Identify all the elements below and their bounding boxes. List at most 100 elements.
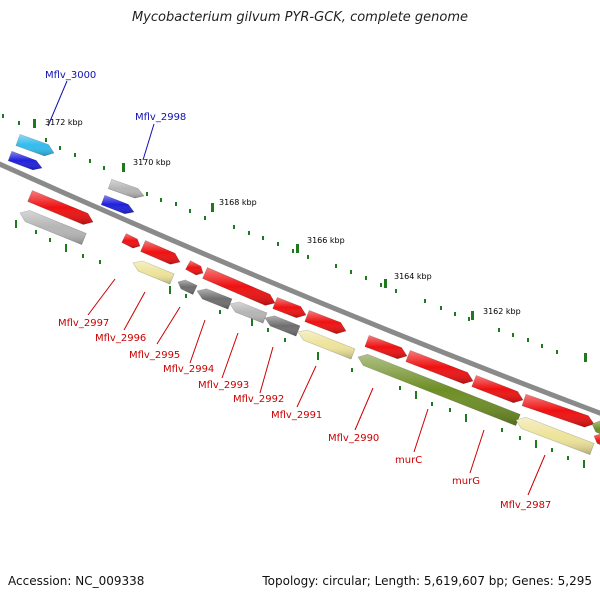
- gene-label-mflv-2995: Mflv_2995: [129, 350, 180, 361]
- bottom-tick: [267, 328, 269, 332]
- callout-line-reverse: [296, 365, 317, 408]
- gene-arrow-red-shade: [202, 267, 275, 306]
- labels: 3172 kbp 3170 kbp 3168 kbp 3166 kbp 3164 kbp…: [45, 70, 551, 511]
- callout-line-forward: [142, 123, 155, 161]
- backbone: [0, 161, 600, 416]
- bottom-tick: [415, 391, 417, 399]
- bottom-tick: [251, 318, 253, 326]
- scale-tick: [2, 114, 4, 118]
- scale-tick: [380, 283, 382, 287]
- backbone-track: [0, 161, 600, 416]
- scale-tick: [45, 138, 47, 142]
- scale-tick: [18, 121, 20, 125]
- scale-label: 3170 kbp: [133, 158, 171, 167]
- bottom-tick: [317, 352, 319, 360]
- scale-tick: [395, 289, 397, 293]
- scale-tick: [89, 159, 91, 163]
- callout-line-reverse: [221, 332, 239, 379]
- gene-label-mflv-2997: Mflv_2997: [58, 318, 109, 329]
- gene-arrow-blue-shade: [101, 195, 134, 214]
- map-title: Mycobacterium gilvum PYR-GCK, complete g…: [131, 10, 469, 25]
- gene-label-mflv-2992: Mflv_2992: [233, 394, 284, 405]
- scale-tick-major: [584, 353, 587, 362]
- gene-arrow-khaki-shade: [298, 329, 355, 360]
- scale-tick: [262, 236, 264, 240]
- gene-label-mflv-2994: Mflv_2994: [163, 364, 214, 375]
- scale-tick: [146, 192, 148, 196]
- gene-arrow-olive-shade: [592, 420, 600, 434]
- callouts: [47, 80, 546, 496]
- scale-tick: [160, 198, 162, 202]
- gene-arrow-red-shade: [364, 335, 407, 359]
- gene-arrow-khaki-shade: [133, 260, 175, 285]
- scale-tick: [335, 264, 337, 268]
- scale-tick: [204, 216, 206, 220]
- gene-label-mflv-2991: Mflv_2991: [271, 410, 322, 421]
- scale-tick: [468, 317, 470, 321]
- scale-label: 3166 kbp: [307, 236, 345, 245]
- scale-tick: [189, 209, 191, 213]
- bottom-tick: [351, 368, 353, 372]
- callout-line-reverse: [413, 408, 429, 453]
- scale-tick: [424, 299, 426, 303]
- scale-tick: [277, 242, 279, 246]
- gene-arrow-red-shade: [304, 310, 346, 334]
- bottom-tick: [185, 294, 187, 298]
- scale-tick: [498, 328, 500, 332]
- scale-tick: [248, 231, 250, 235]
- bottom-tick: [449, 408, 451, 412]
- scale-tick-major: [211, 203, 214, 212]
- gene-arrow-cyan-shade: [16, 134, 54, 156]
- scale-tick: [512, 333, 514, 337]
- scale-tick-major: [122, 163, 125, 172]
- scale-tick: [307, 255, 309, 259]
- gene-arrow-blue-shade: [8, 151, 42, 170]
- scale-label: 3168 kbp: [219, 198, 257, 207]
- gene-arrow-red-shade: [594, 433, 600, 445]
- callout-line-reverse: [156, 306, 181, 345]
- callout-line-forward: [47, 80, 68, 127]
- scale-tick: [365, 276, 367, 280]
- gene-label-mflv-2990: Mflv_2990: [328, 433, 379, 444]
- gene-label-mflv-2993: Mflv_2993: [198, 380, 249, 391]
- scale-tick: [454, 312, 456, 316]
- gene-arrow-silver-shade: [230, 301, 267, 324]
- callout-line-reverse: [189, 319, 206, 364]
- callout-line-reverse: [259, 346, 274, 394]
- scale-tick: [175, 202, 177, 206]
- bottom-tick: [82, 254, 84, 258]
- scale-tick: [556, 350, 558, 354]
- bottom-tick: [284, 338, 286, 342]
- scale-tick: [541, 344, 543, 348]
- gene-label-mflv-3000: Mflv_3000: [45, 70, 96, 81]
- gene-label-mflv-2996: Mflv_2996: [95, 333, 146, 344]
- gene-arrow-red-shade: [272, 297, 306, 318]
- scale-tick: [233, 225, 235, 229]
- bottom-tick: [465, 414, 467, 422]
- accession-label: Accession: NC_009338: [8, 574, 145, 588]
- gene-arrow-silver-shade: [108, 179, 144, 199]
- callout-line-reverse: [354, 387, 374, 431]
- scale-tick: [440, 306, 442, 310]
- bottom-tick: [15, 220, 17, 228]
- gene-arrow-red-shade: [471, 375, 523, 403]
- scale-tick: [59, 146, 61, 150]
- bottom-tick: [65, 244, 67, 252]
- bottom-tick: [535, 440, 537, 448]
- scale-tick-major: [296, 244, 299, 253]
- bottom-tick: [501, 428, 503, 432]
- bottom-tick: [567, 456, 569, 460]
- gene-arrow-khaki-shade: [516, 417, 595, 455]
- scale-label: 3172 kbp: [45, 118, 83, 127]
- gene-label-murc: murC: [395, 455, 422, 466]
- scale-tick-major: [471, 311, 474, 320]
- gene-arrow-red-shade: [121, 233, 140, 249]
- scale-tick-major: [384, 279, 387, 288]
- bottom-tick: [399, 386, 401, 390]
- gene-arrow-red-shade: [405, 350, 473, 384]
- scale-tick: [350, 270, 352, 274]
- callout-line-reverse: [469, 429, 485, 474]
- gene-arrow-red-shade: [185, 260, 203, 275]
- scale-label: 3164 kbp: [394, 272, 432, 281]
